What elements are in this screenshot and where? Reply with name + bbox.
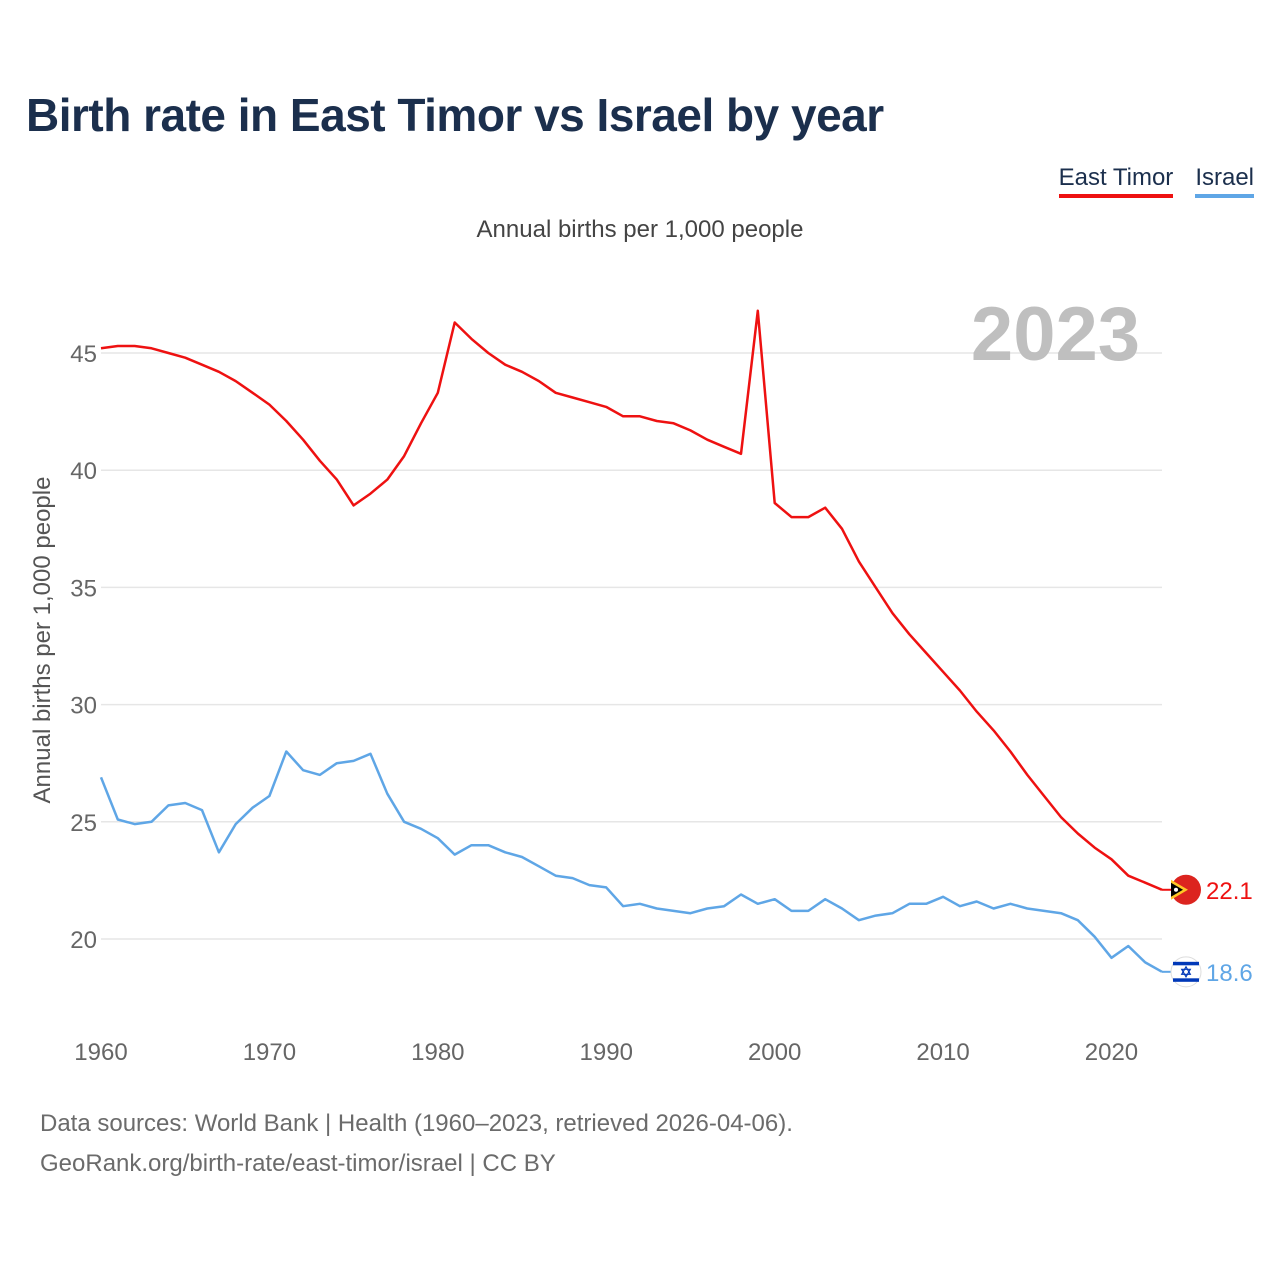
gridlines	[101, 352, 1162, 940]
y-tick-label: 20	[70, 927, 97, 954]
data-source-text: Data sources: World Bank | Health (1960–…	[40, 1110, 793, 1137]
credit-link[interactable]: GeoRank.org/birth-rate/east-timor/israel…	[40, 1150, 556, 1177]
x-tick-label: 1990	[580, 1039, 633, 1066]
legend-item-israel[interactable]: Israel	[1195, 164, 1254, 198]
y-tick-label: 40	[70, 458, 97, 485]
year-watermark: 2023	[971, 292, 1140, 377]
series-line-israel	[99, 750, 1163, 973]
y-tick-label: 45	[70, 341, 97, 368]
x-tick-label: 1960	[74, 1039, 127, 1066]
israel-flag-icon	[1170, 956, 1202, 988]
east-timor-flag-icon	[1171, 874, 1201, 905]
end-value-label-israel: 18.6	[1206, 960, 1253, 987]
x-tick-label: 2010	[916, 1039, 969, 1066]
x-tick-label: 2020	[1085, 1039, 1138, 1066]
y-tick-label: 30	[70, 693, 97, 720]
legend-item-east-timor[interactable]: East Timor	[1058, 164, 1174, 198]
chart-title: Birth rate in East Timor vs Israel by ye…	[26, 89, 884, 141]
chart-subtitle: Annual births per 1,000 people	[476, 216, 804, 243]
x-tick-label: 1970	[243, 1039, 296, 1066]
series-lines	[99, 309, 1163, 973]
x-tick-label: 1980	[411, 1039, 464, 1066]
end-value-label-east-timor: 22.1	[1206, 878, 1253, 905]
y-axis-ticks: 20 25 30 35 40 45	[70, 341, 97, 954]
x-tick-label: 2000	[748, 1039, 801, 1066]
legend: East Timor Israel	[1058, 164, 1254, 198]
end-markers: 22.1 18.6	[1162, 874, 1253, 988]
y-tick-label: 25	[70, 810, 97, 837]
y-tick-label: 35	[70, 575, 97, 602]
footer: Data sources: World Bank | Health (1960–…	[40, 1104, 793, 1184]
x-axis-ticks: 1960 1970 1980 1990 2000 2010 2020	[74, 1039, 1138, 1066]
series-line-east-timor	[100, 309, 1163, 891]
y-axis-label: Annual births per 1,000 people	[29, 477, 56, 804]
